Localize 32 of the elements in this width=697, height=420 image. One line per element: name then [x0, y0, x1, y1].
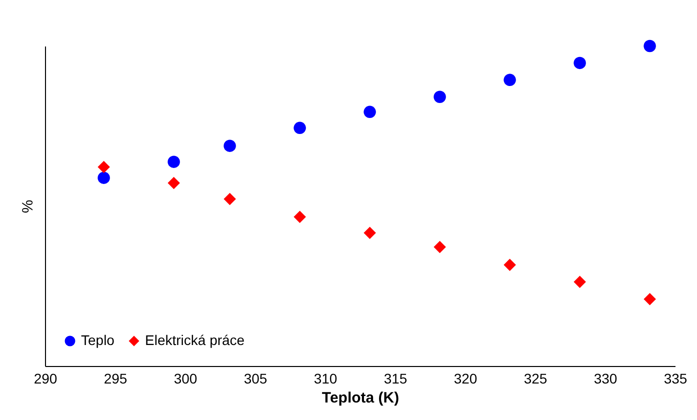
point — [98, 172, 110, 184]
x-tick-label: 290 — [34, 370, 58, 386]
point — [434, 90, 446, 103]
point — [504, 258, 516, 272]
x-tick-label: 315 — [384, 370, 408, 386]
x-tick-label: 295 — [104, 370, 128, 386]
y-axis-title: % — [20, 200, 36, 214]
point — [644, 40, 656, 52]
point — [168, 176, 180, 190]
point — [294, 122, 306, 134]
x-tick-label: 305 — [244, 370, 268, 386]
point — [574, 56, 586, 70]
point — [364, 106, 376, 118]
point — [364, 226, 376, 240]
point — [224, 140, 236, 152]
legend-label: Teplo — [81, 332, 115, 348]
point — [98, 160, 110, 174]
point — [574, 276, 586, 288]
point — [224, 192, 236, 206]
x-tick-label: 320 — [454, 370, 478, 386]
x-tick-label: 335 — [664, 370, 688, 386]
x-axis-title: Teplota (K) — [322, 390, 400, 406]
x-tick-label: 310 — [314, 370, 338, 386]
x-tick-label: 325 — [524, 370, 548, 386]
point — [294, 210, 306, 224]
point — [504, 74, 516, 86]
point — [434, 240, 446, 254]
x-tick-label: 300 — [174, 370, 198, 386]
legend-label: Elektrická práce — [145, 332, 245, 348]
point — [644, 292, 656, 306]
point — [168, 156, 180, 168]
x-tick-label: 330 — [594, 370, 618, 386]
